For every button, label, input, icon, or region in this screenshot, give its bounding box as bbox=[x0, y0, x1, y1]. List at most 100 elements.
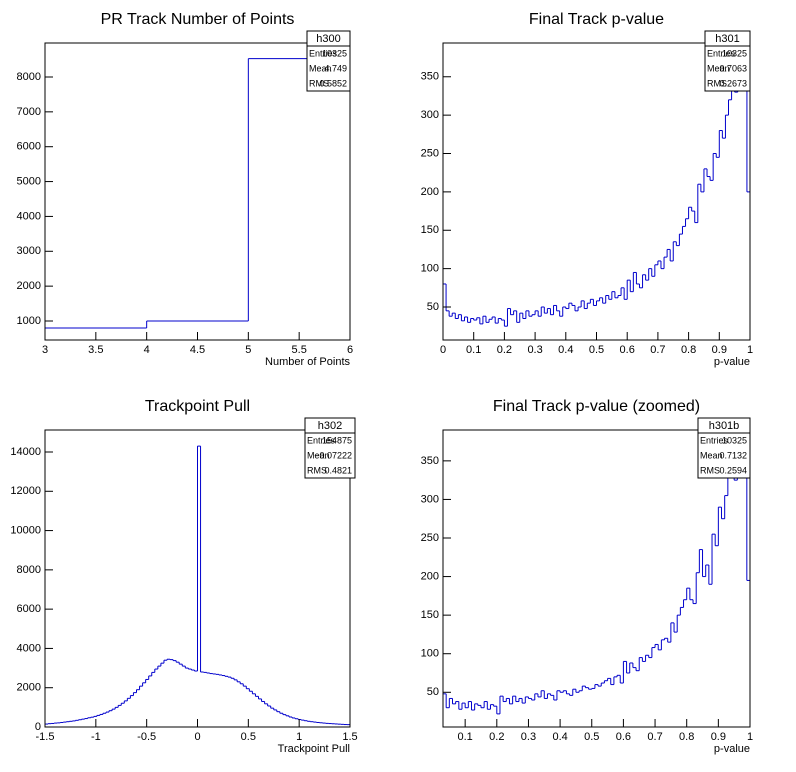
x-axis-label: Number of Points bbox=[265, 356, 350, 368]
chart-title: PR Track Number of Points bbox=[101, 11, 295, 28]
x-tick-label: 4.5 bbox=[190, 344, 205, 356]
stats-value: 0.5852 bbox=[319, 78, 347, 88]
y-tick-label: 4000 bbox=[17, 642, 41, 654]
x-tick-label: 0.8 bbox=[679, 731, 694, 743]
stats-value: 10325 bbox=[322, 48, 347, 58]
y-tick-label: 6000 bbox=[17, 603, 41, 615]
y-tick-label: 100 bbox=[421, 648, 439, 660]
y-tick-label: 200 bbox=[421, 186, 439, 198]
chart-title: Trackpoint Pull bbox=[145, 398, 250, 415]
stats-value: 0.7063 bbox=[719, 63, 747, 73]
y-tick-label: 5000 bbox=[17, 175, 41, 187]
y-tick-label: 350 bbox=[421, 455, 439, 467]
histogram-panel: Trackpoint Pull -1.5 -1 -0.5 0 0.5 1 1.5 0 2000 40… bbox=[10, 398, 357, 755]
y-tick-label: 12000 bbox=[10, 485, 41, 497]
y-tick-label: 150 bbox=[421, 609, 439, 621]
x-tick-label: 0.6 bbox=[620, 344, 635, 356]
stats-value: 0.7132 bbox=[719, 450, 747, 460]
x-tick-label: 0.2 bbox=[497, 344, 512, 356]
chart-title: Final Track p-value (zoomed) bbox=[493, 398, 700, 415]
stats-label: Mean bbox=[700, 450, 723, 460]
x-tick-label: 6 bbox=[347, 344, 353, 356]
histogram-panel: Final Track p-value 0 0.1 0.2 0.3 0.4 0.5 0.6 0.… bbox=[421, 11, 753, 368]
stats-value: 10325 bbox=[722, 48, 747, 58]
x-tick-label: 0.7 bbox=[650, 344, 665, 356]
stats-frame bbox=[697, 417, 751, 479]
stats-label: Entries bbox=[707, 48, 736, 58]
x-tick-label: 0.5 bbox=[589, 344, 604, 356]
x-tick-label: 5 bbox=[245, 344, 251, 356]
x-tick-label: 0.3 bbox=[527, 344, 542, 356]
x-axis-label: p-value bbox=[714, 743, 750, 755]
x-tick-label: -0.5 bbox=[137, 731, 156, 743]
y-tick-label: 100 bbox=[421, 263, 439, 275]
x-axis-label: Trackpoint Pull bbox=[278, 743, 350, 755]
y-tick-label: 350 bbox=[421, 71, 439, 83]
stats-value: 0.2594 bbox=[719, 465, 747, 475]
stats-value: 0.4821 bbox=[324, 465, 352, 475]
stats-frame bbox=[306, 30, 351, 92]
stats-label: RMS bbox=[707, 78, 727, 88]
stats-label: Entries bbox=[307, 435, 336, 445]
y-tick-label: 2000 bbox=[17, 280, 41, 292]
x-tick-label: 4 bbox=[144, 344, 150, 356]
y-tick-label: 8000 bbox=[17, 71, 41, 83]
y-tick-label: 4000 bbox=[17, 210, 41, 222]
stats-value: 4.749 bbox=[324, 63, 347, 73]
stats-value: −0.07222 bbox=[314, 450, 352, 460]
histogram-bins bbox=[443, 43, 750, 327]
y-tick-label: 6000 bbox=[17, 141, 41, 153]
stats-label: Entries bbox=[309, 48, 338, 58]
x-tick-label: 0.9 bbox=[712, 344, 727, 356]
y-tick-label: 8000 bbox=[17, 564, 41, 576]
x-tick-label: 0.8 bbox=[681, 344, 696, 356]
x-axis-label: p-value bbox=[714, 356, 750, 368]
stats-value: 0.2673 bbox=[719, 78, 747, 88]
y-tick-label: 0 bbox=[35, 721, 41, 733]
stats-name: h300 bbox=[316, 33, 340, 45]
x-tick-label: 0 bbox=[194, 731, 200, 743]
y-tick-label: 250 bbox=[421, 532, 439, 544]
stats-frame bbox=[704, 30, 751, 92]
x-tick-label: 0.1 bbox=[458, 731, 473, 743]
y-tick-label: 7000 bbox=[17, 106, 41, 118]
x-tick-label: 0.1 bbox=[466, 344, 481, 356]
y-tick-label: 2000 bbox=[17, 682, 41, 694]
histogram-panel: PR Track Number of Points 3 3.5 4 4.5 5 5.5 6 10… bbox=[17, 11, 354, 368]
stats-value: 10325 bbox=[722, 435, 747, 445]
x-tick-label: -1.5 bbox=[36, 731, 55, 743]
y-tick-label: 50 bbox=[427, 686, 439, 698]
stats-label: RMS bbox=[307, 465, 327, 475]
x-tick-label: 3 bbox=[42, 344, 48, 356]
x-tick-label: 0.7 bbox=[647, 731, 662, 743]
stats-name: h301 bbox=[715, 33, 739, 45]
stats-label: RMS bbox=[700, 465, 720, 475]
stats-value: 154875 bbox=[322, 435, 352, 445]
stats-label: Mean bbox=[309, 63, 332, 73]
y-tick-label: 3000 bbox=[17, 245, 41, 257]
plot-frame bbox=[442, 429, 751, 728]
chart-title: Final Track p-value bbox=[529, 11, 664, 28]
y-tick-label: 200 bbox=[421, 570, 439, 582]
stats-label: Mean bbox=[307, 450, 330, 460]
stats-name: h302 bbox=[318, 420, 342, 432]
x-tick-label: 0.9 bbox=[711, 731, 726, 743]
stats-label: Mean bbox=[707, 63, 730, 73]
x-tick-label: 1 bbox=[747, 344, 753, 356]
x-tick-label: 0.5 bbox=[584, 731, 599, 743]
plot-frame bbox=[44, 42, 351, 341]
x-tick-label: 0.3 bbox=[521, 731, 536, 743]
y-tick-label: 10000 bbox=[10, 524, 41, 536]
x-tick-label: 1 bbox=[296, 731, 302, 743]
x-tick-label: 0.5 bbox=[241, 731, 256, 743]
stats-label: RMS bbox=[309, 78, 329, 88]
x-tick-label: 1.5 bbox=[342, 731, 357, 743]
x-tick-label: -1 bbox=[91, 731, 101, 743]
x-tick-label: 0.2 bbox=[489, 731, 504, 743]
stats-name: h301b bbox=[709, 420, 740, 432]
histogram-panel: Final Track p-value (zoomed) 0.1 0.2 0.3 0.4… bbox=[421, 398, 753, 755]
